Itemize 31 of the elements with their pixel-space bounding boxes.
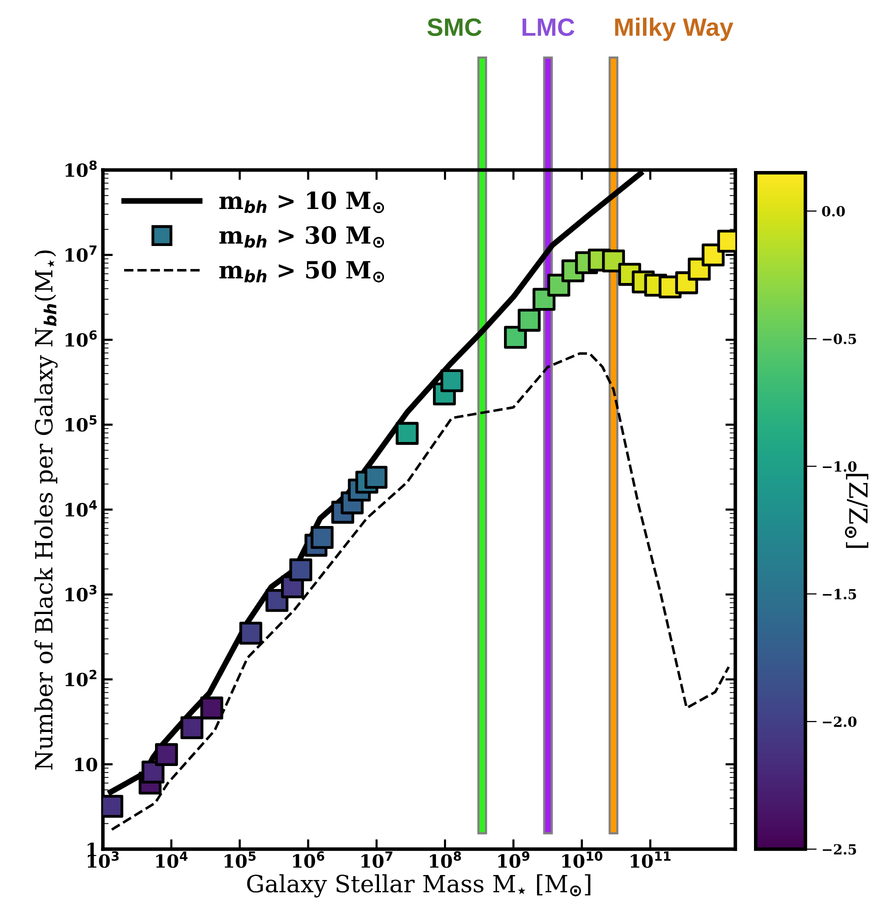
y-axis-title: Number of Black Holes per Galaxy N$_{bh}$(M$_{⋆}$): [34, 250, 58, 770]
ref-line-label: SMC: [427, 18, 482, 36]
y-tick-label: 10: [75, 758, 98, 772]
y-tick-label: 10$^{2}$: [66, 670, 96, 686]
x-axis-title: Galaxy Stellar Mass M$_{⋆}$ [M$_{⊙}$]: [247, 874, 590, 898]
legend-label: m$_{bh}$ > 30 M$_{⊙}$: [219, 226, 384, 248]
x-tick-label: 10$^{6}$: [293, 851, 324, 868]
color-bar-label: −2.0: [822, 716, 857, 728]
legend-label: m$_{bh}$ > 50 M$_{⊙}$: [219, 260, 384, 282]
color-bar-label: −1.5: [822, 588, 856, 600]
color-bar-label: −1.0: [822, 461, 857, 472]
x-tick-label: 10$^{4}$: [156, 851, 188, 868]
color-bar-label: −2.5: [822, 844, 856, 855]
x-tick-label: 10$^{5}$: [224, 851, 256, 868]
ref-line-label: LMC: [522, 18, 574, 36]
y-tick-label: 10$^{6}$: [66, 330, 97, 347]
x-tick-label: 10$^{10}$: [562, 851, 602, 868]
color-bar-label: 0.0: [822, 206, 845, 217]
x-tick-label: 10$^{7}$: [361, 851, 392, 868]
legend-label: m$_{bh}$ > 10 M$_{⊙}$: [219, 191, 384, 214]
color-bar-title: [Z/Z$_{⊙}$]: [844, 474, 868, 548]
y-tick-label: 10$^{4}$: [66, 500, 97, 517]
x-tick-label: 10$^{11}$: [630, 851, 671, 868]
y-tick-label: 10$^{8}$: [66, 160, 97, 177]
x-tick-label: 10$^{8}$: [430, 851, 461, 868]
y-tick-label: 10$^{7}$: [66, 246, 96, 262]
y-tick-label: 10$^{3}$: [66, 584, 96, 602]
y-tick-label: 10$^{5}$: [66, 415, 97, 432]
ref-line-label: Milky Way: [615, 18, 734, 41]
x-tick-label: 10$^{9}$: [498, 851, 530, 868]
color-bar-label: −0.5: [822, 334, 856, 344]
